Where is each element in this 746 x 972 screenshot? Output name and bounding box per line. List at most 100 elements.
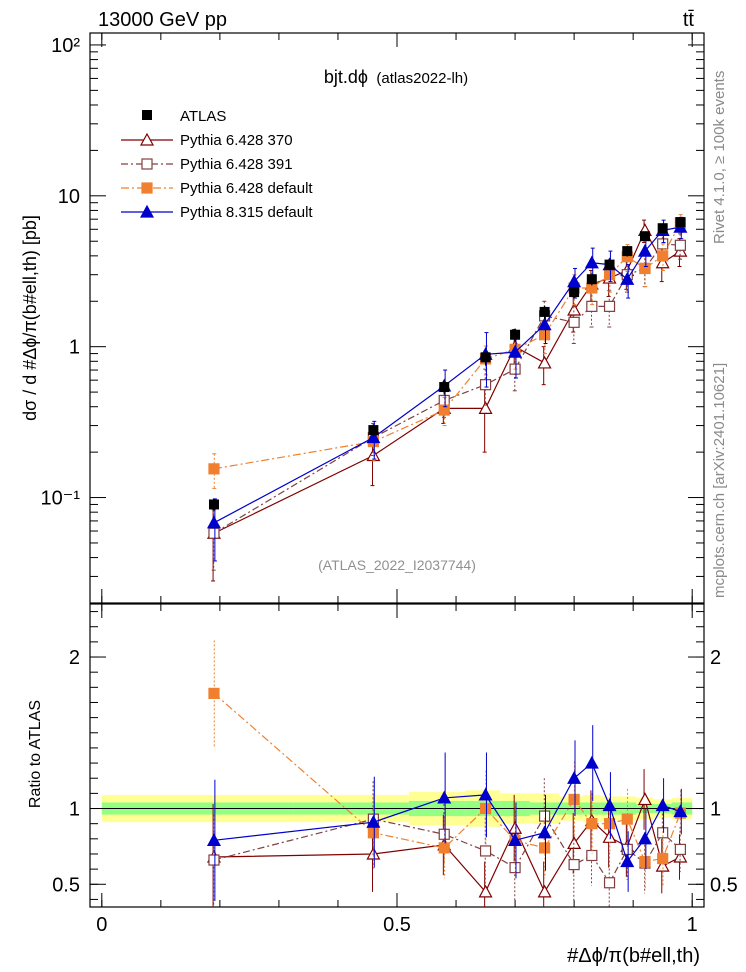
data-point (479, 379, 492, 391)
ratio-point (568, 858, 580, 871)
data-point (584, 255, 599, 269)
data-point (657, 250, 669, 262)
ratio-point (673, 804, 688, 818)
data-point (366, 430, 381, 444)
ratio-point (537, 884, 552, 898)
data-point (538, 329, 551, 341)
atlas-data-point (480, 352, 491, 363)
legend-label: Pythia 8.315 default (180, 204, 313, 221)
data-point (478, 401, 493, 414)
analysis-id: (ATLAS_2022_I2037744) (318, 557, 476, 573)
legend-entry-pythia6-370: Pythia 6.428 370 (121, 132, 293, 149)
ratio-point (538, 810, 551, 822)
data-point (508, 344, 523, 358)
main-plot-area (206, 214, 688, 582)
data-point (206, 515, 221, 529)
ratio-point (603, 877, 616, 889)
series-2-group (208, 214, 686, 489)
legend-label: Pythia 6.428 default (180, 180, 313, 197)
ratio-point (538, 842, 551, 854)
atlas-data-point (639, 231, 650, 242)
legend-label: Pythia 6.428 391 (180, 156, 293, 173)
ratio-point (208, 854, 220, 866)
legend-entry-pythia6-default: Pythia 6.428 default (121, 180, 313, 197)
data-point (438, 404, 450, 416)
data-point (537, 317, 552, 331)
data-point (438, 394, 450, 407)
ratio-tick-label-right: 0.5 (710, 874, 738, 896)
data-point (603, 269, 616, 281)
atlas-data-point (657, 223, 668, 234)
atlas-data-point (586, 274, 597, 285)
data-point (603, 300, 616, 312)
y-axis-title: dσ / d #Δϕ/π(b#ell,th) [pb] (20, 215, 40, 421)
data-point (620, 271, 635, 285)
legend-entry-pythia8-default: Pythia 8.315 default (121, 204, 313, 221)
ratio-point (603, 818, 616, 830)
ratio-tick-label-right: 1 (710, 799, 721, 821)
ratio-point (655, 798, 670, 812)
ratio-point (637, 792, 652, 806)
ratio-point (478, 884, 493, 898)
rivet-label: Rivet 4.1.0, ≥ 100k events (711, 71, 728, 244)
atlas-data-point (208, 499, 219, 510)
y-tick-label: 10² (51, 35, 80, 57)
ratio-point (537, 825, 552, 839)
chart-subtitle: (atlas2022-lh) (376, 70, 468, 87)
legend-marker-atlas (142, 110, 152, 120)
atlas-data-point (368, 425, 379, 436)
y-tick-label: 1 (69, 337, 80, 359)
ratio-point (620, 854, 635, 868)
ratio-point (586, 818, 598, 830)
data-point (567, 274, 582, 288)
ratio-point (657, 852, 669, 865)
y-axis-title-text: dσ / d #Δϕ/π(b#ell,th) [pb] (20, 215, 40, 421)
ratio-point (584, 755, 599, 769)
ratio-point (655, 858, 670, 872)
y-tick-label: 10⁻¹ (41, 488, 81, 510)
ratio-axis-title-text: Ratio to ATLAS (27, 700, 44, 808)
energy-label: 13000 GeV pp (98, 9, 227, 31)
ratio-tick-label: 2 (69, 647, 80, 669)
ratio-point (366, 814, 381, 828)
legend-marker (139, 132, 155, 146)
atlas-data-point (622, 246, 633, 257)
ratio-point (586, 849, 598, 862)
atlas-data-point (604, 259, 615, 270)
ratio-point (437, 790, 452, 804)
ratio-point (206, 833, 221, 846)
data-point (655, 255, 670, 269)
legend: ATLAS Pythia 6.428 370 Pythia 6.428 391 … (121, 108, 313, 221)
ratio-point (621, 813, 633, 825)
legend-marker (139, 204, 155, 218)
mcplots-label: mcplots.cern.ch [arXiv:2401.10621] (711, 363, 728, 598)
ratio-series-2-group (208, 640, 686, 889)
ratio-point (639, 855, 651, 868)
process-label: tt̄ (683, 9, 695, 31)
data-point (637, 243, 652, 257)
ratio-tick-label: 1 (69, 799, 80, 821)
atlas-data-group (208, 217, 686, 511)
atlas-data-point (510, 329, 521, 340)
ratio-series-3-group (206, 725, 688, 901)
ratio-point (568, 793, 580, 806)
ratio-plot-area (206, 640, 688, 907)
data-point (568, 316, 580, 328)
atlas-data-point (439, 382, 450, 393)
data-point (208, 463, 220, 475)
ratio-axis-title: Ratio to ATLAS (27, 700, 44, 808)
ratio-tick-label-right: 2 (710, 647, 721, 669)
ratio-panel-frame (89, 603, 705, 908)
ratio-point (367, 827, 379, 839)
ratio-point (479, 802, 492, 815)
atlas-data-point (675, 217, 686, 228)
mcplots-label-group: mcplots.cern.ch [arXiv:2401.10621] (711, 363, 728, 598)
data-point (639, 262, 651, 275)
legend-marker (141, 182, 153, 194)
legend-label-atlas: ATLAS (180, 108, 226, 125)
data-point (674, 239, 686, 251)
x-axis-title: #Δϕ/π(b#ell,th) (567, 945, 700, 967)
legend-entry-pythia6-391: Pythia 6.428 391 (121, 156, 293, 173)
y-tick-label: 10 (58, 186, 80, 208)
data-point (567, 302, 582, 316)
